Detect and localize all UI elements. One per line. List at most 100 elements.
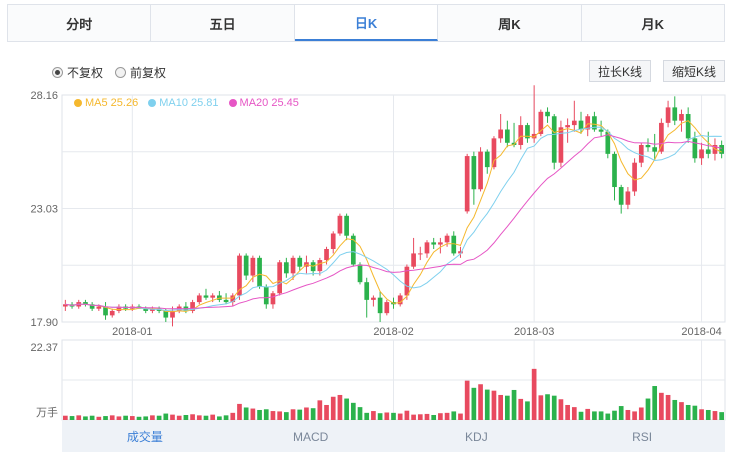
indicator-tab-1[interactable]: MACD — [292, 429, 329, 444]
volume-bar — [223, 415, 229, 420]
candle-body — [431, 242, 437, 245]
volume-bar — [444, 412, 450, 420]
candle-body — [685, 114, 691, 139]
volume-bar — [685, 404, 691, 420]
candle-body — [699, 149, 704, 159]
shrink-kline-button[interactable]: 缩短K线 — [663, 60, 726, 82]
volume-bar — [551, 395, 557, 420]
volume-axis-max: 22.37 — [30, 342, 58, 354]
volume-bar — [411, 414, 416, 420]
indicator-tab-3[interactable]: RSI — [632, 429, 653, 444]
candle-body — [464, 156, 470, 212]
candle-body — [109, 310, 115, 316]
volume-bar — [451, 411, 457, 420]
candle-body — [317, 260, 323, 272]
volume-bar — [471, 387, 477, 420]
candle-body — [605, 131, 611, 154]
volume-bar — [612, 410, 617, 420]
tab-0[interactable]: 分时 — [8, 5, 152, 41]
volume-bar — [424, 413, 430, 420]
volume-bar — [645, 398, 651, 420]
volume-bar — [478, 384, 483, 420]
volume-bar — [705, 409, 711, 420]
volume-bar — [605, 413, 611, 420]
volume-bar — [417, 414, 423, 420]
candle-body — [250, 257, 256, 276]
volume-bar — [76, 415, 82, 420]
candle-body — [484, 151, 490, 168]
ma20-label: MA20 25.45 — [239, 97, 299, 109]
volume-bar — [505, 395, 510, 420]
volume-bar — [277, 411, 282, 420]
legend-ma10: MA10 25.81 — [148, 97, 219, 109]
candle-body — [63, 304, 68, 307]
volume-bar — [377, 413, 383, 420]
candle-body — [337, 215, 343, 234]
ma10-label: MA10 25.81 — [159, 97, 219, 109]
indicator-tab-2[interactable]: KDJ — [465, 429, 488, 444]
adjust-forward-radio[interactable]: 前复权 — [115, 64, 166, 81]
candle-body — [297, 257, 303, 267]
candle-body — [277, 262, 282, 294]
indicator-tab-0[interactable]: 成交量 — [126, 430, 163, 444]
volume-bar — [659, 392, 664, 420]
volume-bar — [270, 411, 276, 420]
date-axis-label: 2018-02 — [373, 326, 413, 338]
volume-bar — [116, 416, 122, 420]
volume-bar — [357, 407, 363, 420]
candle-body — [170, 310, 175, 318]
volume-bar — [190, 414, 195, 420]
volume-bar — [123, 415, 128, 420]
volume-bar — [578, 411, 584, 420]
candle-body — [411, 253, 416, 267]
candle-body — [330, 233, 336, 249]
volume-bar — [310, 408, 316, 420]
volume-bar — [397, 413, 403, 420]
volume-bar — [558, 399, 564, 420]
tab-2[interactable]: 日K — [294, 5, 439, 41]
candle-body — [592, 116, 597, 130]
candle-body — [551, 116, 557, 163]
volume-bar — [284, 412, 289, 420]
volume-bar — [129, 416, 135, 420]
candle-body — [692, 138, 698, 159]
ma20-line — [65, 134, 722, 310]
candle-body — [451, 235, 457, 254]
candle-body — [196, 295, 202, 303]
date-axis-label: 2018-03 — [514, 326, 554, 338]
volume-bar — [350, 402, 356, 420]
candle-body — [505, 129, 510, 143]
volume-bar — [203, 415, 209, 420]
volume-bar — [337, 394, 343, 420]
volume-bar — [672, 399, 678, 420]
candle-body — [558, 127, 564, 163]
volume-bar — [196, 415, 202, 420]
legend-ma5: MA5 25.26 — [74, 97, 138, 109]
candle-body — [163, 310, 169, 318]
tab-1[interactable]: 五日 — [151, 5, 295, 41]
candle-body — [344, 215, 349, 236]
candle-body — [89, 304, 95, 309]
legend-ma20: MA20 25.45 — [228, 97, 299, 109]
adjust-none-radio[interactable]: 不复权 — [52, 64, 103, 81]
candle-body — [371, 297, 376, 300]
volume-bar — [719, 412, 724, 420]
tab-4[interactable]: 月K — [581, 5, 725, 41]
volume-bar — [96, 416, 102, 420]
candle-body — [612, 153, 617, 188]
candle-body — [531, 133, 537, 139]
volume-bar — [297, 409, 303, 420]
stretch-kline-button[interactable]: 拉长K线 — [589, 60, 652, 82]
candle-body — [257, 257, 262, 287]
volume-bar — [665, 394, 671, 420]
candle-body — [545, 111, 550, 117]
tab-3[interactable]: 周K — [438, 5, 582, 41]
ma20-swatch — [228, 99, 237, 107]
candle-body — [665, 107, 671, 123]
volume-bar — [699, 409, 704, 420]
volume-bar — [712, 411, 718, 420]
candle-body — [417, 253, 423, 255]
volume-bar — [183, 414, 189, 420]
volume-bar — [263, 409, 269, 420]
